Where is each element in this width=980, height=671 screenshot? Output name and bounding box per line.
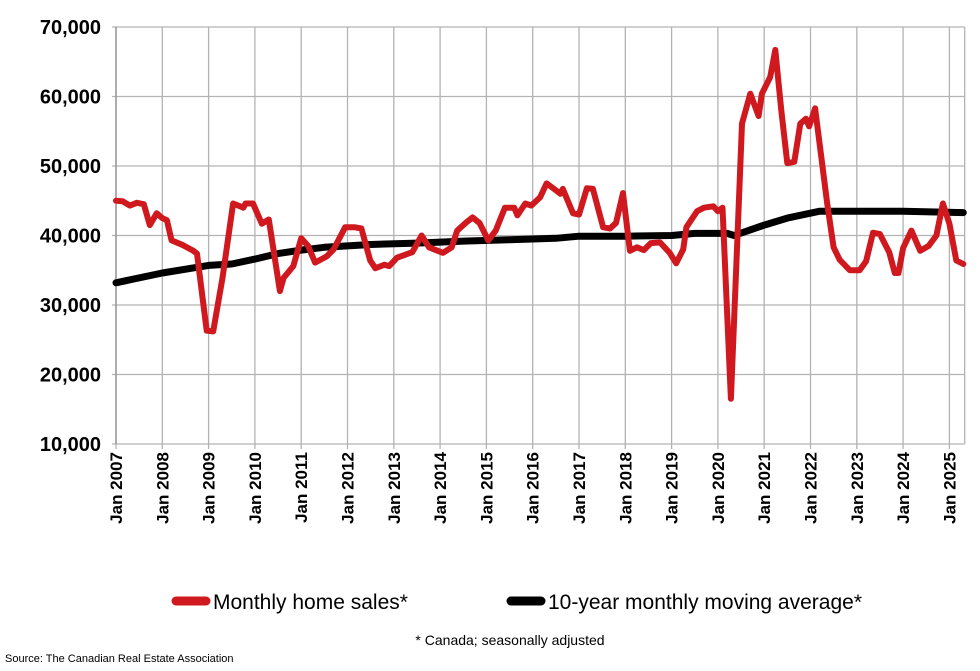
x-tick-label: Jan 2023	[848, 452, 867, 524]
x-tick-label: Jan 2012	[339, 452, 358, 524]
x-tick-label: Jan 2024	[894, 451, 913, 523]
series-line-moving-average	[112, 207, 967, 287]
footnote: * Canada; seasonally adjusted	[415, 632, 604, 648]
legend-label-moving-average: 10-year monthly moving average*	[548, 591, 862, 614]
x-tick-label: Jan 2017	[570, 452, 589, 524]
x-tick-label: Jan 2014	[431, 451, 450, 523]
legend-label-monthly-sales: Monthly home sales*	[213, 591, 408, 614]
x-tick-label: Jan 2007	[107, 452, 126, 524]
y-tick-label: 10,000	[40, 434, 101, 456]
x-tick-label: Jan 2019	[663, 452, 682, 524]
x-tick-label: Jan 2011	[292, 452, 311, 523]
x-tick-label: Jan 2025	[940, 452, 959, 524]
x-tick-label: Jan 2020	[709, 452, 728, 524]
y-tick-label: 20,000	[40, 365, 101, 387]
x-tick-label: Jan 2016	[524, 452, 543, 524]
y-tick-label: 50,000	[40, 156, 101, 178]
x-tick-label: Jan 2010	[246, 452, 265, 524]
x-tick-label: Jan 2022	[802, 452, 821, 524]
y-axis-ticks: 10,000 20,000 30,000 40,000 50,000 60,000 70,0…	[40, 17, 101, 456]
x-axis-ticks: Jan 2007 Jan 2008 Jan 2009 Jan 2010 Jan 2011…	[107, 451, 959, 523]
series-lines	[112, 46, 967, 402]
source-note: Source: The Canadian Real Estate Associa…	[5, 653, 234, 665]
legend: Monthly home sales* 10-year monthly movi…	[171, 591, 862, 614]
x-tick-label: Jan 2021	[755, 452, 774, 524]
x-tick-label: Jan 2008	[153, 452, 172, 524]
x-tick-label: Jan 2018	[616, 452, 635, 524]
y-tick-label: 30,000	[40, 295, 101, 317]
x-tick-label: Jan 2015	[477, 452, 496, 524]
y-tick-label: 40,000	[40, 226, 101, 248]
x-tick-label: Jan 2013	[385, 452, 404, 524]
y-tick-label: 70,000	[40, 17, 101, 39]
series-line-monthly-home-sales	[113, 46, 967, 402]
y-tick-label: 60,000	[40, 87, 101, 109]
x-tick-label: Jan 2009	[200, 452, 219, 524]
